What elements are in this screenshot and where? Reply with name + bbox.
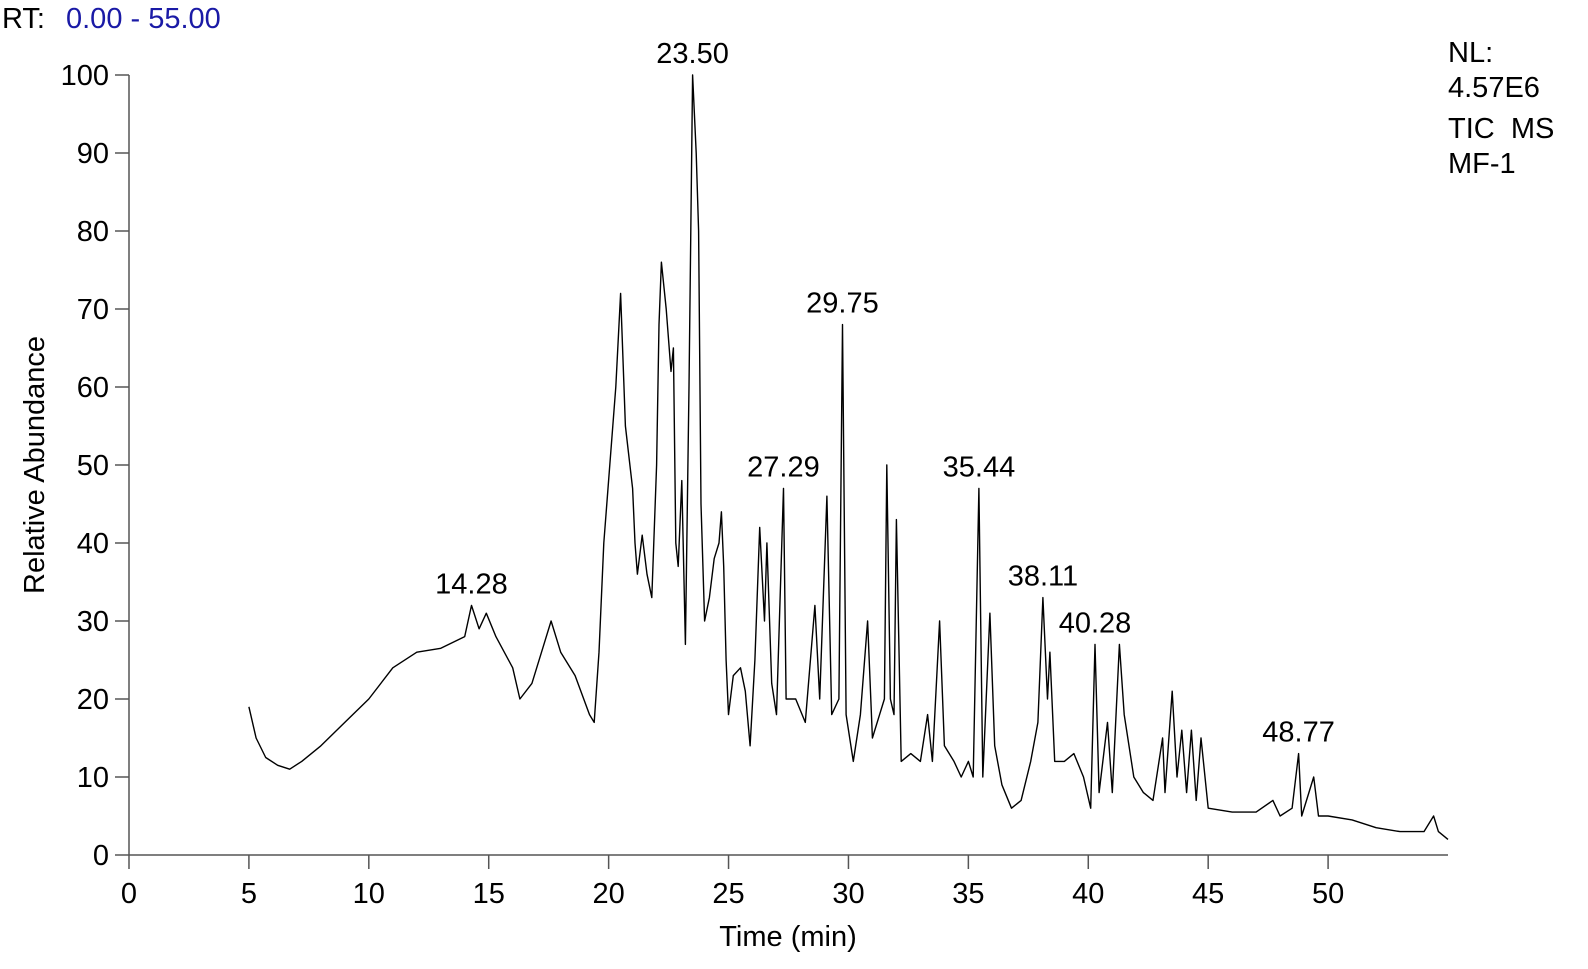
peak-label: 27.29	[747, 451, 820, 483]
y-tick-label: 90	[77, 138, 109, 170]
sample-name: MF-1	[1448, 148, 1516, 180]
scan-type: TIC MS	[1448, 113, 1554, 145]
y-tick-label: 100	[61, 60, 109, 92]
x-tick-label: 30	[832, 878, 864, 910]
x-tick-label: 35	[952, 878, 984, 910]
x-tick-label: 0	[121, 878, 137, 910]
y-tick-label: 20	[77, 684, 109, 716]
peak-label: 38.11	[1008, 561, 1078, 593]
nl-value: 4.57E6	[1448, 72, 1540, 104]
x-tick-label: 25	[712, 878, 744, 910]
x-tick-label: 40	[1072, 878, 1104, 910]
peak-label: 23.50	[656, 38, 729, 70]
y-tick-label: 70	[77, 294, 109, 326]
y-tick-label: 30	[77, 606, 109, 638]
x-axis-title: Time (min)	[719, 921, 856, 953]
peak-label: 40.28	[1059, 607, 1132, 639]
rt-range: 0.00 - 55.00	[66, 3, 221, 35]
y-tick-label: 0	[93, 840, 109, 872]
y-tick-label: 80	[77, 216, 109, 248]
y-tick-label: 10	[77, 762, 109, 794]
x-tick-label: 15	[473, 878, 505, 910]
peak-label: 35.44	[943, 451, 1016, 483]
x-tick-label: 20	[593, 878, 625, 910]
rt-label: RT:	[2, 3, 45, 35]
y-axis-title: Relative Abundance	[19, 336, 51, 594]
x-tick-label: 45	[1192, 878, 1224, 910]
nl-label: NL:	[1448, 37, 1493, 69]
y-tick-label: 40	[77, 528, 109, 560]
peak-label: 48.77	[1262, 717, 1335, 749]
y-tick-label: 60	[77, 372, 109, 404]
peak-label: 29.75	[806, 288, 879, 320]
y-tick-label: 50	[77, 450, 109, 482]
x-tick-label: 5	[241, 878, 257, 910]
trace	[248, 74, 1449, 840]
peak-label: 14.28	[435, 568, 508, 600]
x-tick-label: 10	[353, 878, 385, 910]
x-tick-label: 50	[1312, 878, 1344, 910]
